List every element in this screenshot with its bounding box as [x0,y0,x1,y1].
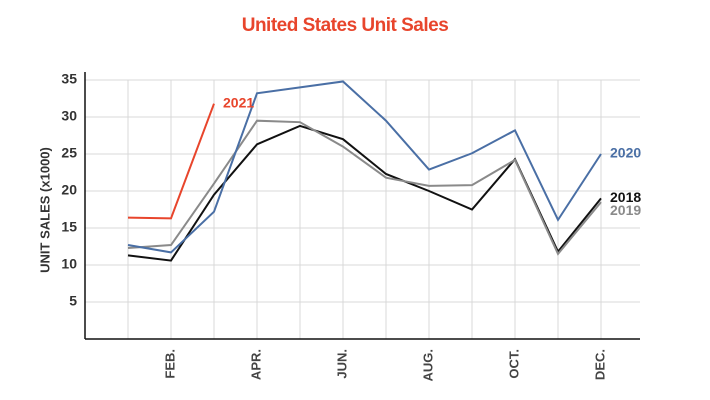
y-tick-label: 35 [61,71,77,87]
x-tick-label: OCT. [506,349,521,379]
series-label: 2018 [610,189,641,205]
x-tick-label: DEC. [592,349,607,380]
x-tick-label: APR. [248,349,263,380]
chart-title: United States Unit Sales [242,15,449,36]
y-tick-label: 30 [61,108,77,124]
series-line [127,80,602,254]
series-label: 2021 [223,94,254,110]
x-tick-label: JUN. [334,349,349,379]
y-axis-label: UNIT SALES (x1000) [37,147,52,273]
y-tick-label: 15 [61,219,77,235]
series-label: 2020 [610,145,641,161]
x-tick-label: FEB. [162,349,177,379]
series-line [127,103,215,220]
x-tick-label: AUG. [420,349,435,382]
y-tick-label: 20 [61,182,77,198]
series-line [127,119,602,256]
y-tick-label: 25 [61,145,77,161]
series-label: 2019 [610,202,641,218]
y-tick-label: 5 [69,293,77,309]
y-tick-label: 10 [61,256,77,272]
